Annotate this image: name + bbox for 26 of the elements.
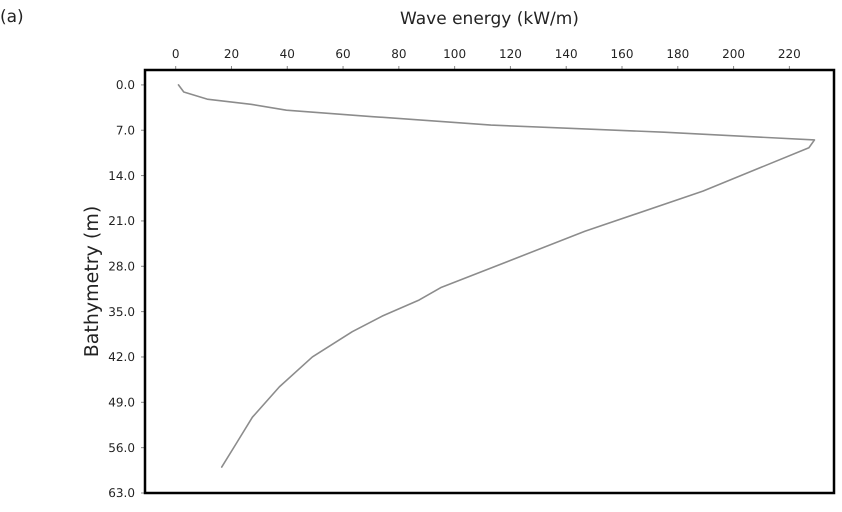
y-tick-label: 14.0 xyxy=(108,168,135,183)
y-tick-label: 7.0 xyxy=(116,123,135,138)
y-tick-label: 63.0 xyxy=(108,486,135,500)
x-tick-label: 40 xyxy=(280,47,295,61)
y-tick-label: 35.0 xyxy=(108,304,135,319)
y-axis-title: Bathymetry (m) xyxy=(81,206,103,358)
chart-title: (a) xyxy=(0,7,24,27)
x-tick-label: 120 xyxy=(498,47,522,61)
y-tick-label: 49.0 xyxy=(108,396,135,410)
x-tick-label: 160 xyxy=(610,47,634,61)
x-tick-label: 80 xyxy=(391,47,406,61)
x-tick-label: 0 xyxy=(172,47,180,61)
x-tick-label: 140 xyxy=(554,47,578,61)
x-tick-label: 180 xyxy=(666,47,690,61)
y-tick-label: 21.0 xyxy=(108,214,135,228)
x-tick-label: 60 xyxy=(335,47,351,61)
line-series xyxy=(178,84,816,468)
y-tick-label: 56.0 xyxy=(108,440,135,455)
y-tick-label: 28.0 xyxy=(108,259,135,274)
x-tick-label: 100 xyxy=(443,47,466,61)
x-tick-label: 200 xyxy=(722,47,746,61)
x-tick-label: 20 xyxy=(224,47,240,61)
x-axis-title: Wave energy (kW/m) xyxy=(400,9,579,29)
y-tick-label: 0.0 xyxy=(116,78,135,92)
y-tick-label: 42.0 xyxy=(108,350,135,364)
x-tick-label: 220 xyxy=(778,47,801,61)
